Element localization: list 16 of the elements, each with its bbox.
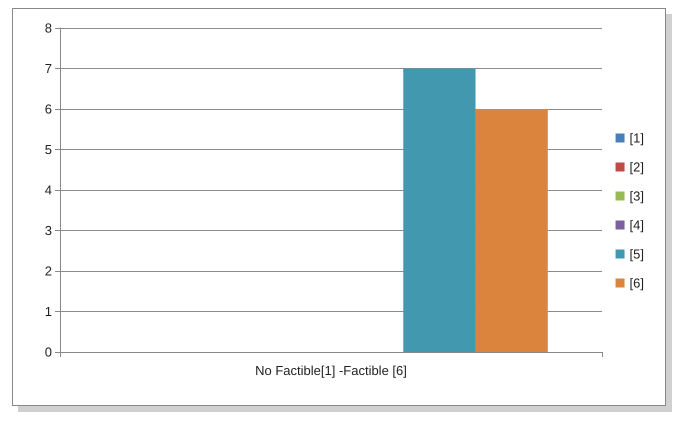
y-tick-label: 5 [44,142,52,157]
y-tick-label: 4 [44,182,52,198]
legend-label: [3] [630,188,644,204]
y-tick-label: 0 [44,344,52,360]
x-tick-label: No Factible[1] -Factible [6] [255,363,407,378]
legend-label: [2] [630,160,644,174]
legend-label: [6] [630,276,644,290]
y-tick-label: 2 [44,264,52,278]
legend-label: [1] [630,130,644,146]
y-tick-label: 8 [44,20,52,36]
y-tick-label: 1 [44,304,52,319]
y-tick-label: 7 [44,61,52,76]
legend-label: [5] [630,246,644,262]
y-tick-label: 6 [44,102,52,116]
legend-label: [4] [630,218,644,232]
y-tick-label: 3 [44,223,52,238]
